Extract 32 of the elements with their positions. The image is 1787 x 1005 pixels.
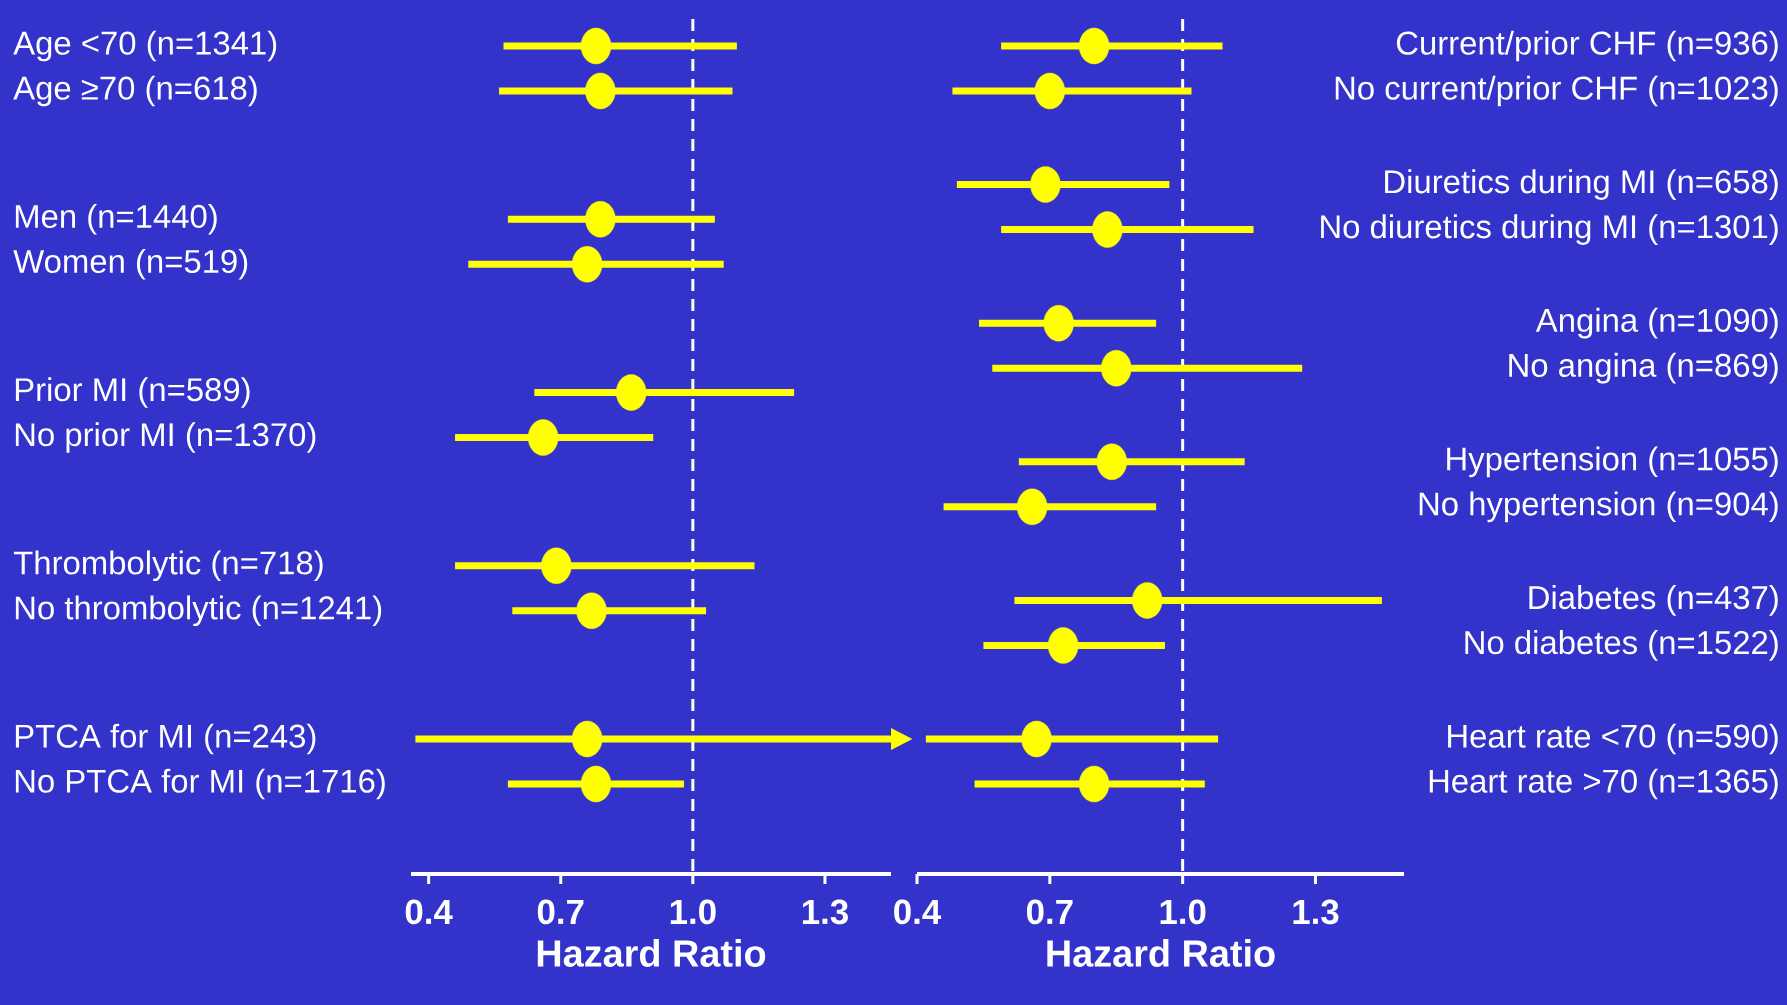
y-tick-label: No prior MI (n=1370) (15, 422, 316, 453)
y-tick-label: PTCA for MI (n=243) (15, 723, 316, 755)
y-tick-label: Heart rate >70 (n=1365) (1429, 768, 1778, 800)
y-tick-label: Age <70 (n=1341) (13, 30, 277, 62)
y-tick-label: No current/prior CHF (n=1023) (1335, 75, 1778, 107)
y-tick-label: Women (n=519) (13, 248, 248, 280)
y-tick-label: Hypertension (n=1055) (1447, 446, 1778, 478)
x-tick-label: 1.0 (1160, 899, 1206, 925)
y-tick-label: Heart rate <70 (n=590) (1448, 723, 1778, 755)
y-tick-label: No diuretics during MI (n=1301) (1321, 214, 1778, 245)
y-tick-label: No hypertension (n=904) (1419, 491, 1778, 523)
y-tick-label: Thrombolytic (n=718) (13, 550, 323, 582)
y-tick-label: No diabetes (n=1522) (1465, 630, 1778, 661)
y-tick-label: No PTCA for MI (n=1716) (15, 768, 385, 800)
x-tick-label: 0.7 (537, 899, 584, 925)
y-tick-label: Men (n=1440) (15, 203, 217, 235)
x-tick-label: 1.0 (670, 899, 716, 925)
y-tick-label: No thrombolytic (n=1241) (15, 595, 382, 627)
y-tick-label: Prior MI (n=589) (15, 377, 250, 408)
y-tick-label: Current/prior CHF (n=936) (1396, 30, 1778, 62)
y-tick-label: Diuretics during MI (n=658) (1385, 169, 1778, 200)
x-tick-label: 0.4 (894, 899, 942, 925)
x-tick-label: 1.3 (802, 899, 848, 925)
x-axis-title: Hazard Ratio (1047, 939, 1275, 967)
y-tick-label: Age ≥70 (n=618) (13, 75, 257, 107)
x-tick-label: 1.3 (1293, 899, 1339, 925)
y-tick-label: Angina (n=1090) (1535, 307, 1778, 339)
y-tick-label: No angina (n=869) (1509, 352, 1778, 384)
x-axis-title: Hazard Ratio (537, 939, 766, 967)
y-tick-label: Diabetes (n=437) (1529, 585, 1778, 616)
x-tick-label: 0.7 (1026, 899, 1073, 925)
x-tick-label: 0.4 (405, 899, 453, 925)
